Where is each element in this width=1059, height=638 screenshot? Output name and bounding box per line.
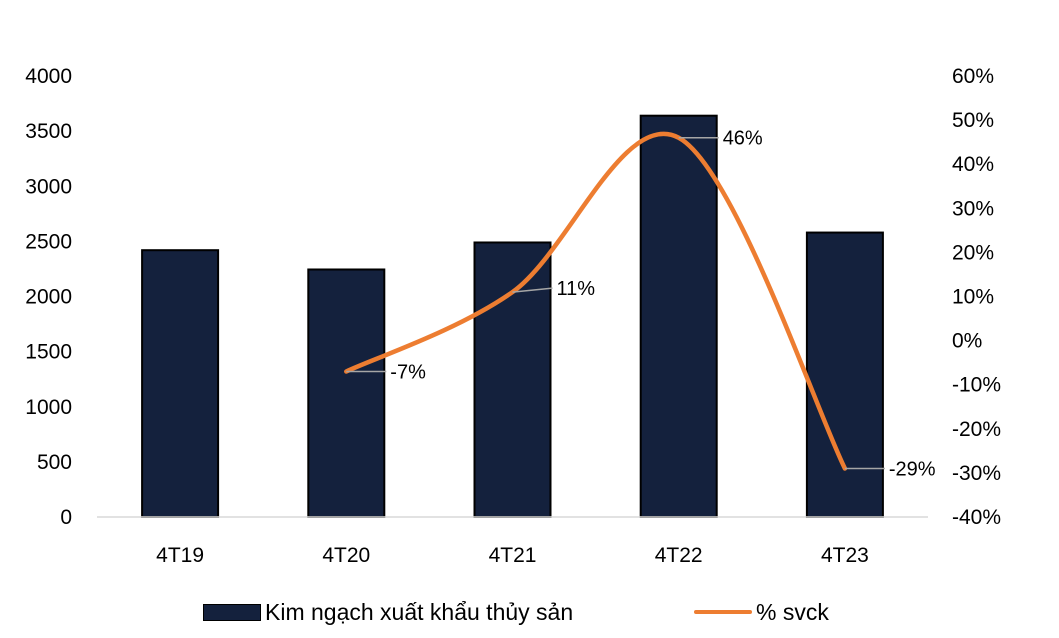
right-tick-label: 40% bbox=[952, 153, 994, 176]
right-tick-label: 10% bbox=[952, 286, 994, 309]
legend-line-swatch bbox=[694, 610, 752, 614]
right-tick-label: 0% bbox=[952, 330, 982, 353]
left-tick-label: 3500 bbox=[25, 120, 72, 143]
combo-chart: 0 500 1000 1500 2000 2500 3000 3500 4000 -40% -30… bbox=[25, 65, 1001, 567]
x-tick-label: 4T19 bbox=[156, 544, 204, 567]
left-tick-label: 4000 bbox=[25, 65, 72, 88]
data-label: -7% bbox=[390, 361, 426, 383]
left-tick-label: 3000 bbox=[25, 175, 72, 198]
left-tick-label: 1000 bbox=[25, 396, 72, 419]
leader-line bbox=[512, 287, 553, 293]
left-axis-ticks: 0 500 1000 1500 2000 2500 3000 3500 4000 bbox=[25, 65, 72, 529]
x-tick-label: 4T20 bbox=[322, 544, 370, 567]
bar bbox=[473, 241, 552, 518]
line-series bbox=[344, 131, 848, 471]
x-axis-ticks: 4T19 4T20 4T21 4T22 4T23 bbox=[156, 544, 869, 567]
right-tick-label: 30% bbox=[952, 197, 994, 220]
legend: Kim ngạch xuất khẩu thủy sản % svck bbox=[0, 592, 1059, 632]
data-label: -29% bbox=[889, 458, 936, 480]
left-tick-label: 500 bbox=[37, 451, 72, 474]
right-tick-label: 20% bbox=[952, 241, 994, 264]
legend-item-bars: Kim ngạch xuất khẩu thủy sản bbox=[203, 592, 573, 632]
bar bbox=[141, 249, 220, 518]
x-tick-label: 4T21 bbox=[489, 544, 537, 567]
x-tick-label: 4T23 bbox=[821, 544, 869, 567]
bar-series bbox=[141, 114, 884, 518]
left-tick-label: 1500 bbox=[25, 341, 72, 364]
bar bbox=[639, 114, 718, 518]
legend-item-line: % svck bbox=[694, 592, 829, 632]
bar bbox=[307, 268, 386, 518]
legend-label-bars: Kim ngạch xuất khẩu thủy sản bbox=[265, 598, 574, 625]
percent-line bbox=[344, 131, 848, 471]
right-tick-label: -40% bbox=[952, 506, 1001, 529]
data-labels: -7% 11% 46% -29% bbox=[346, 128, 936, 480]
legend-bar-swatch bbox=[203, 603, 261, 621]
left-tick-label: 0 bbox=[60, 506, 72, 529]
x-tick-label: 4T22 bbox=[655, 544, 703, 567]
legend-label-line: % svck bbox=[756, 598, 829, 625]
right-tick-label: 60% bbox=[952, 65, 994, 88]
bar bbox=[805, 231, 884, 518]
right-tick-label: -20% bbox=[952, 418, 1001, 441]
left-tick-label: 2000 bbox=[25, 286, 72, 309]
right-tick-label: -10% bbox=[952, 374, 1001, 397]
right-tick-label: 50% bbox=[952, 109, 994, 132]
left-tick-label: 2500 bbox=[25, 230, 72, 253]
right-tick-label: -30% bbox=[952, 462, 1001, 485]
data-label: 11% bbox=[557, 278, 596, 300]
right-axis-ticks: -40% -30% -20% -10% 0% 10% 20% 30% 40% 50% 60% bbox=[952, 65, 1001, 529]
data-label: 46% bbox=[723, 128, 763, 150]
